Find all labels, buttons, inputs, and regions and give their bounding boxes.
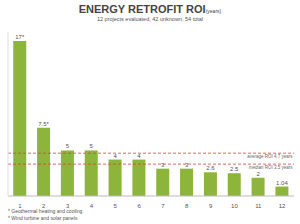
svg-text:3: 3	[185, 162, 189, 168]
svg-text:7.5*: 7.5*	[38, 121, 49, 127]
svg-text:5: 5	[90, 143, 94, 149]
svg-text:8: 8	[185, 203, 189, 208]
svg-text:3: 3	[66, 203, 70, 208]
svg-text:5: 5	[114, 203, 118, 208]
svg-text:17*: 17*	[15, 34, 25, 40]
html-text:* Wind turbine and solar panel: * Wind turbine and solar panels	[8, 215, 78, 221]
svg-text:3: 3	[161, 162, 165, 168]
svg-text:1.04: 1.04	[276, 180, 288, 186]
html-text:* Geothermal heating and cooli: * Geothermal heating and cooling	[8, 208, 83, 214]
svg-text:11: 11	[255, 203, 262, 208]
html-text:ENERGY RETROFIT ROI(years): ENERGY RETROFIT ROI(years)	[78, 3, 222, 15]
svg-text:10: 10	[231, 203, 238, 208]
svg-text:12: 12	[279, 203, 286, 208]
svg-text:2: 2	[42, 203, 46, 208]
svg-text:2: 2	[256, 171, 260, 177]
svg-text:4: 4	[137, 153, 141, 159]
svg-text:5: 5	[66, 143, 70, 149]
svg-text:2.5: 2.5	[230, 166, 239, 172]
svg-text:1: 1	[18, 203, 22, 208]
svg-text:2.6: 2.6	[206, 165, 215, 171]
svg-text:median ROI 3.5 years: median ROI 3.5 years	[249, 165, 292, 170]
svg-text:6: 6	[137, 203, 141, 208]
svg-text:4: 4	[90, 203, 94, 208]
svg-text:9: 9	[209, 203, 213, 208]
html-text:12 projects evaluated, 42 unkn: 12 projects evaluated, 42 unknown, 54 to…	[96, 16, 203, 22]
svg-text:average ROI 4.7 years: average ROI 4.7 years	[247, 154, 292, 159]
svg-text:7: 7	[161, 203, 165, 208]
svg-text:4: 4	[113, 153, 117, 159]
